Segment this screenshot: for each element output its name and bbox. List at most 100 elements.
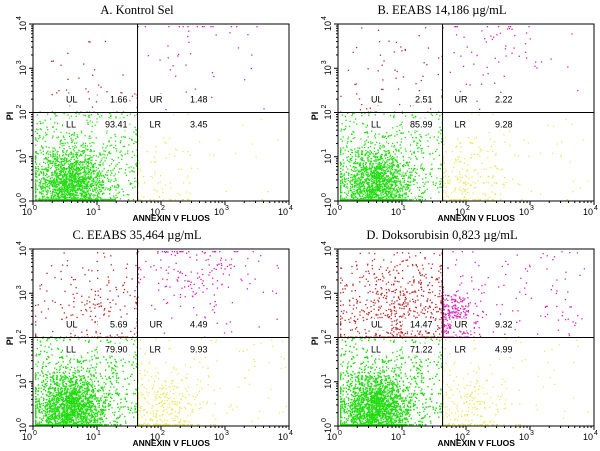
x-tick-base: 10 bbox=[150, 207, 160, 217]
y-tick-exponent: 3 bbox=[321, 60, 328, 64]
quadrant-ll-b: LL 85.99 bbox=[368, 118, 435, 131]
x-tick-label-d-0: 10 0 bbox=[327, 430, 342, 442]
x-tick-label-d-3: 10 3 bbox=[519, 430, 534, 442]
y-tick-base: 10 bbox=[18, 154, 28, 164]
x-tick-base: 10 bbox=[86, 432, 96, 442]
y-tick-base: 10 bbox=[323, 290, 333, 300]
quadrant-lr-c: LR 9.93 bbox=[146, 343, 210, 356]
quadrant-ul-d: UL 14.47 bbox=[368, 318, 435, 331]
x-tick-label-b-0: 10 0 bbox=[327, 205, 342, 217]
quadrant-label-bg bbox=[451, 118, 474, 131]
panel-title-d: D. Doksorubisin 0,823 µg/mL bbox=[366, 228, 518, 242]
quadrant-label-bg bbox=[146, 118, 169, 131]
quadrant-value: 14.47 bbox=[410, 320, 433, 330]
x-tick-exponent: 4 bbox=[594, 205, 598, 212]
quadrant-value-bg bbox=[402, 343, 435, 356]
x-tick-base: 10 bbox=[519, 207, 529, 217]
y-tick-base: 10 bbox=[323, 246, 333, 256]
y-tick-label-d-2: 102 bbox=[321, 330, 333, 345]
y-tick-label-b-1: 101 bbox=[321, 149, 333, 164]
y-tick-label-c-1: 101 bbox=[16, 374, 28, 389]
event-dots-lr-c bbox=[137, 338, 287, 426]
quadrant-label: LL bbox=[66, 120, 76, 130]
y-tick-exponent: 3 bbox=[16, 285, 23, 289]
x-tick-exponent: 1 bbox=[97, 430, 101, 437]
y-axis-label-b: PI bbox=[310, 112, 320, 121]
x-tick-exponent: 1 bbox=[402, 205, 406, 212]
quadrant-ur-a: UR 1.48 bbox=[146, 93, 210, 106]
y-tick-base: 10 bbox=[18, 110, 28, 120]
quadrant-ul-c: UL 5.69 bbox=[63, 318, 130, 331]
event-dots-ll-b bbox=[340, 112, 443, 201]
x-tick-label-c-1: 10 1 bbox=[86, 430, 101, 442]
y-tick-exponent: 1 bbox=[321, 149, 328, 153]
x-tick-base: 10 bbox=[22, 207, 32, 217]
quadrant-label-bg bbox=[63, 118, 85, 131]
y-tick-base: 10 bbox=[323, 198, 333, 208]
x-tick-base: 10 bbox=[519, 432, 529, 442]
x-tick-base: 10 bbox=[391, 432, 401, 442]
x-tick-label-d-1: 10 1 bbox=[391, 430, 406, 442]
quadrant-ll-c: LL 79.90 bbox=[63, 343, 130, 356]
y-tick-label-c-0: 100 bbox=[16, 418, 28, 433]
quadrant-label: UL bbox=[66, 95, 78, 105]
quadrant-label: LL bbox=[371, 345, 381, 355]
y-tick-exponent: 1 bbox=[16, 374, 23, 378]
quadrant-value-bg bbox=[402, 318, 435, 331]
quadrant-value: 85.99 bbox=[410, 120, 433, 130]
x-tick-base: 10 bbox=[150, 432, 160, 442]
quadrant-value-bg bbox=[482, 93, 515, 106]
x-tick-label-a-2: 10 2 bbox=[150, 205, 165, 217]
y-tick-base: 10 bbox=[323, 65, 333, 75]
quadrant-lr-a: LR 3.45 bbox=[146, 118, 210, 131]
y-tick-exponent: 1 bbox=[321, 374, 328, 378]
event-dots-b bbox=[340, 26, 589, 201]
x-tick-label-c-2: 10 2 bbox=[150, 430, 165, 442]
x-tick-base: 10 bbox=[22, 432, 32, 442]
y-tick-label-a-2: 102 bbox=[16, 105, 28, 120]
y-tick-base: 10 bbox=[323, 154, 333, 164]
quadrant-value: 4.49 bbox=[190, 320, 208, 330]
event-dots-a bbox=[35, 26, 279, 201]
x-tick-exponent: 2 bbox=[161, 205, 165, 212]
y-tick-label-a-4: 104 bbox=[16, 16, 28, 31]
x-tick-label-b-1: 10 1 bbox=[391, 205, 406, 217]
quadrant-value: 2.22 bbox=[495, 95, 513, 105]
x-tick-label-a-1: 10 1 bbox=[86, 205, 101, 217]
quadrant-lr-d: LR 4.99 bbox=[451, 343, 515, 356]
quadrant-value: 5.69 bbox=[110, 320, 128, 330]
quadrant-label: LR bbox=[150, 120, 162, 130]
y-tick-label-a-3: 103 bbox=[16, 60, 28, 75]
quadrant-label-bg bbox=[451, 343, 474, 356]
quadrant-label-bg bbox=[63, 343, 85, 356]
ticks-b bbox=[334, 23, 595, 205]
quadrant-label-bg bbox=[451, 318, 474, 331]
quadrant-value-bg bbox=[402, 93, 435, 106]
quadrant-value: 1.66 bbox=[110, 95, 128, 105]
y-tick-exponent: 2 bbox=[16, 105, 23, 109]
quadrant-label-bg bbox=[451, 93, 474, 106]
event-dots-ll-a bbox=[35, 112, 138, 201]
y-tick-label-d-3: 103 bbox=[321, 285, 333, 300]
y-tick-exponent: 0 bbox=[16, 193, 23, 197]
quadrant-value-bg bbox=[402, 118, 435, 131]
quadrant-value-bg bbox=[97, 343, 130, 356]
quadrant-value: 2.51 bbox=[415, 95, 433, 105]
x-tick-base: 10 bbox=[214, 207, 224, 217]
y-tick-label-b-3: 103 bbox=[321, 60, 333, 75]
quadrant-label-bg bbox=[368, 343, 390, 356]
quadrant-label: LL bbox=[371, 120, 381, 130]
y-tick-base: 10 bbox=[18, 21, 28, 31]
x-tick-base: 10 bbox=[327, 432, 337, 442]
quadrant-label-bg bbox=[368, 93, 390, 106]
y-tick-label-c-4: 104 bbox=[16, 241, 28, 256]
quadrant-lr-b: LR 9.28 bbox=[451, 118, 515, 131]
event-dots-ll-c bbox=[35, 337, 138, 426]
ticks-a bbox=[29, 23, 290, 205]
y-tick-exponent: 2 bbox=[321, 330, 328, 334]
quadrant-label: UL bbox=[371, 95, 383, 105]
panel-title-b: B. EEABS 14,186 µg/mL bbox=[377, 3, 507, 17]
